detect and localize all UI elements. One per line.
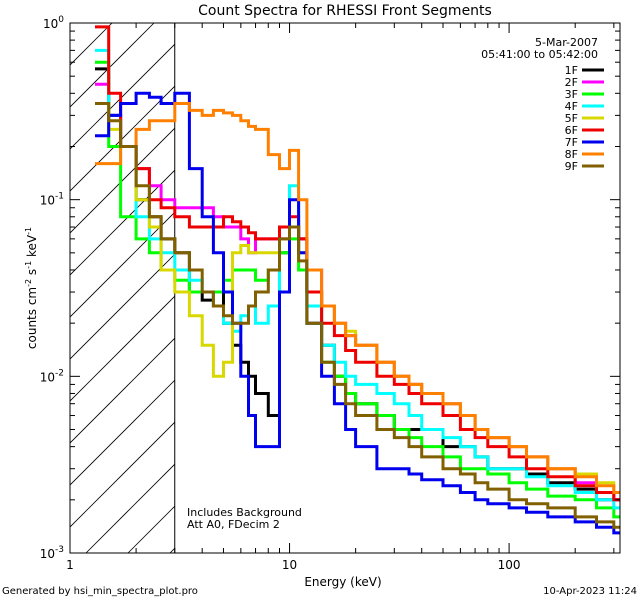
hatch-line [70, 379, 175, 486]
plot-frame [69, 22, 621, 554]
legend-label-9F: 9F [565, 160, 578, 173]
chart-title: Count Spectra for RHESSI Front Segments [198, 3, 492, 19]
footer-timestamp: 10-Apr-2023 11:24 [543, 586, 637, 597]
footer-generated: Generated by hsi_min_spectra_plot.pro [2, 586, 198, 597]
hatch-line [85, 463, 175, 553]
hatch-line [70, 85, 175, 192]
legend-label-4F: 4F [565, 100, 578, 113]
y-tick-label: 10-1 [40, 192, 64, 208]
series-line-9F [95, 102, 620, 529]
series-line-5F [95, 102, 620, 494]
y-axis-label: counts cm-2 s-1 keV-1 [24, 227, 39, 349]
series-line-7F [95, 91, 620, 535]
annotation-background: Includes Background [187, 506, 302, 519]
x-axis-label: Energy (keV) [304, 575, 381, 589]
hatch-line [632, 23, 640, 553]
y-tick-label: 10-3 [40, 545, 64, 561]
annotation-attenuator: Att A0, FDecim 2 [187, 518, 280, 531]
legend-label-8F: 8F [565, 148, 578, 161]
series-line-8F [95, 102, 620, 494]
hatch-line [70, 211, 175, 318]
hatch-line [127, 505, 175, 553]
y-tick-label: 100 [43, 15, 64, 31]
x-tick-label: 100 [498, 558, 521, 572]
time-range-label: 05:41:00 to 05:42:00 [481, 48, 598, 61]
x-tick-label: 10 [282, 558, 297, 572]
legend-label-5F: 5F [565, 112, 578, 125]
legend-label-7F: 7F [565, 136, 578, 149]
legend-label-2F: 2F [565, 76, 578, 89]
hatch-line [70, 253, 175, 360]
date-label: 5-Mar-2007 [535, 36, 598, 49]
legend-label-6F: 6F [565, 124, 578, 137]
y-tick-label: 10-2 [40, 368, 64, 384]
legend-label-3F: 3F [565, 88, 578, 101]
hatch-line [70, 421, 175, 528]
hatch-line [70, 127, 175, 234]
legend-label-1F: 1F [565, 64, 578, 77]
x-tick-label: 1 [66, 558, 74, 572]
